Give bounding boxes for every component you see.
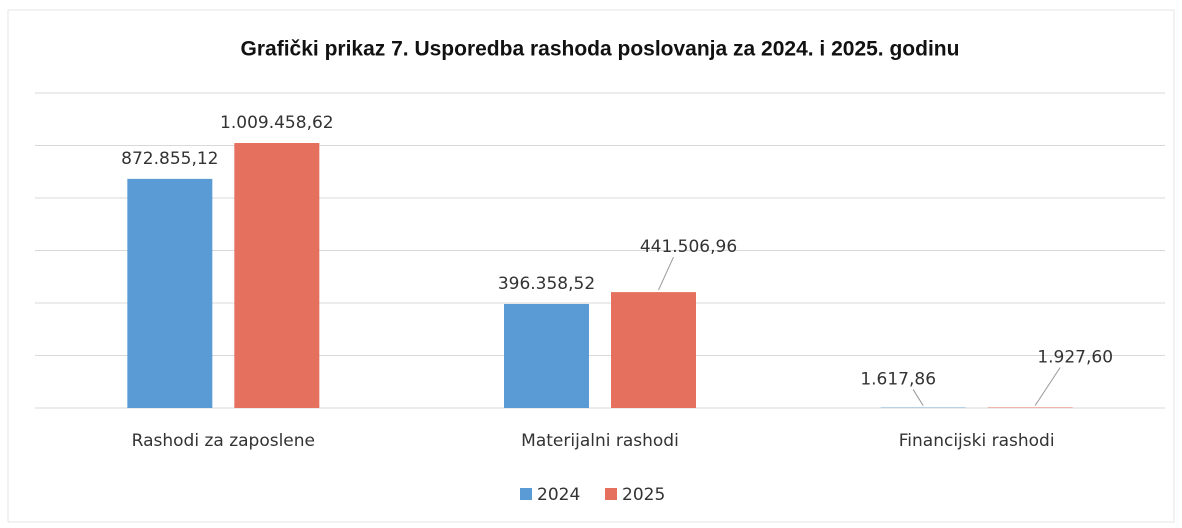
x-tick-label: Materijalni rashodi	[521, 431, 679, 451]
data-label: 1.617,86	[860, 370, 936, 390]
data-label: 441.506,96	[640, 237, 737, 257]
legend-swatch	[605, 488, 617, 500]
chart-title: Grafički prikaz 7. Usporedba rashoda pos…	[241, 38, 960, 61]
bar	[127, 178, 213, 408]
leader-line	[912, 389, 924, 406]
data-label: 1.927,60	[1037, 347, 1113, 367]
data-label: 396.358,52	[498, 274, 595, 294]
legend-label: 2024	[537, 485, 580, 505]
bar	[987, 407, 1073, 408]
legend-swatch	[520, 488, 532, 500]
x-tick-label: Financijski rashodi	[899, 431, 1055, 451]
legend-label: 2025	[622, 485, 665, 505]
bar	[234, 143, 320, 409]
data-label: 1.009.458,62	[220, 113, 334, 133]
bar	[504, 303, 589, 408]
bar	[611, 292, 696, 408]
data-label: 872.855,12	[121, 149, 218, 169]
leader-line	[1034, 367, 1061, 406]
x-tick-label: Rashodi za zaposlene	[132, 431, 315, 451]
leader-line	[658, 256, 674, 291]
